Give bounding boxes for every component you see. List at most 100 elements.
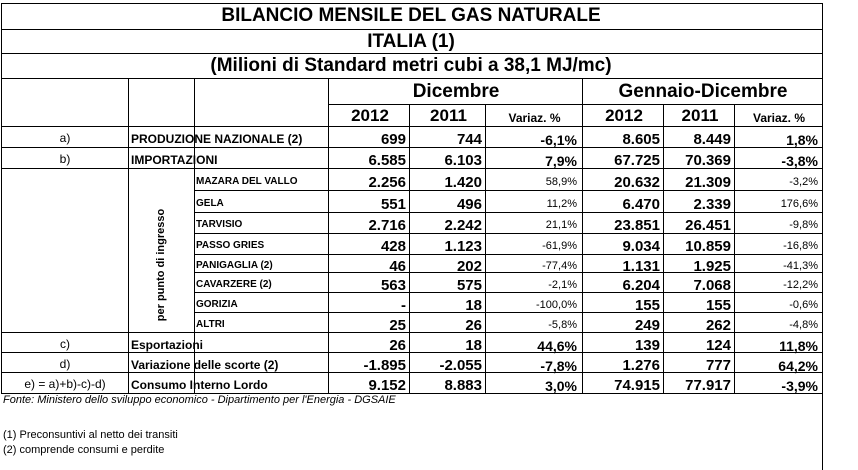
row-label: PASSO GRIES xyxy=(196,240,265,251)
cell-ytd-var: -0,6% xyxy=(789,299,818,311)
cell-ytd-var: -16,8% xyxy=(783,240,818,252)
grid-line xyxy=(582,78,583,393)
grid-line xyxy=(128,78,129,393)
cell-dec-2011: 1.420 xyxy=(444,174,482,191)
col-header-2011-month: 2011 xyxy=(430,106,467,125)
row-label: TARVISIO xyxy=(196,219,243,230)
cell-ytd-var: -3,8% xyxy=(781,153,818,169)
cell-dec-2011: 744 xyxy=(456,131,482,148)
cell-dec-var: 21,1% xyxy=(545,219,577,231)
cell-dec-2011: 202 xyxy=(456,258,482,275)
cell-ytd-var: -41,3% xyxy=(783,260,818,272)
cell-ytd-2012: 67.725 xyxy=(614,152,660,169)
cell-ytd-2011: 21.309 xyxy=(685,174,731,191)
table-border xyxy=(1,393,823,394)
cell-dec-2011: 18 xyxy=(465,297,482,314)
cell-ytd-2012: 1.131 xyxy=(622,258,660,275)
row-letter: c) xyxy=(60,337,70,351)
cell-dec-2011: 8.883 xyxy=(444,377,482,394)
grid-line xyxy=(195,212,822,213)
grid-line xyxy=(195,272,822,273)
cell-ytd-2011: 155 xyxy=(705,297,731,314)
row-label: IMPORTAZIONI xyxy=(131,153,218,167)
table-border xyxy=(1,3,2,394)
grid-line xyxy=(485,104,486,393)
row-label: CAVARZERE (2) xyxy=(196,279,272,290)
footnote-2: (2) comprende consumi e perdite xyxy=(3,444,165,456)
cell-dec-2012: 2.716 xyxy=(368,217,406,234)
cell-ytd-2012: 8.605 xyxy=(622,131,660,148)
row-letter: e) = a)+b)-c)-d) xyxy=(24,377,106,391)
cell-ytd-2012: 6.204 xyxy=(622,277,660,294)
cell-dec-2011: 496 xyxy=(456,196,482,213)
col-header-2012-month: 2012 xyxy=(351,106,389,125)
grid-line xyxy=(1,78,822,79)
grid-line xyxy=(1,168,822,169)
row-label: Consumo Interno Lordo xyxy=(131,378,268,392)
cell-ytd-2012: 249 xyxy=(634,317,660,334)
grid-line xyxy=(1,126,822,127)
row-label: GELA xyxy=(196,198,224,209)
cell-dec-var: 44,6% xyxy=(537,338,577,354)
cell-ytd-2011: 70.369 xyxy=(685,152,731,169)
row-label: ALTRI xyxy=(196,319,225,330)
cell-ytd-var: -3,2% xyxy=(789,176,818,188)
grid-line xyxy=(1,332,822,333)
row-label: Variazione delle scorte (2) xyxy=(131,358,279,372)
grid-line xyxy=(328,78,329,393)
cell-dec-2012: 26 xyxy=(389,337,406,354)
cell-dec-2012: - xyxy=(401,297,406,314)
cell-ytd-2012: 9.034 xyxy=(622,238,660,255)
cell-dec-2012: 9.152 xyxy=(368,377,406,394)
cell-ytd-2012: 74.915 xyxy=(614,377,660,394)
side-label: per punto di ingresso xyxy=(155,208,167,322)
cell-ytd-2011: 777 xyxy=(705,357,731,374)
grid-line xyxy=(409,104,410,393)
cell-dec-var: -7,8% xyxy=(540,358,577,374)
grid-line xyxy=(1,372,822,373)
month-header: Dicembre xyxy=(412,81,500,102)
cell-dec-2012: 563 xyxy=(380,277,406,294)
cell-ytd-2011: 1.925 xyxy=(693,258,731,275)
col-header-var-month: Variaz. % xyxy=(508,111,561,125)
cell-dec-2012: 46 xyxy=(389,258,406,275)
row-letter: a) xyxy=(59,131,71,145)
cell-ytd-var: 176,6% xyxy=(780,198,818,210)
cell-dec-2011: 1.123 xyxy=(444,238,482,255)
cell-ytd-2011: 2.339 xyxy=(693,196,731,213)
cell-dec-var: -77,4% xyxy=(542,260,577,272)
cell-dec-var: 58,9% xyxy=(545,176,577,188)
country-title: ITALIA (1) xyxy=(367,31,455,52)
grid-line xyxy=(195,312,822,313)
grid-line xyxy=(1,147,822,148)
cell-ytd-var: -12,2% xyxy=(783,279,818,291)
cell-dec-2011: -2.055 xyxy=(439,357,482,374)
page-title: BILANCIO MENSILE DEL GAS NATURALE xyxy=(221,5,601,26)
grid-line xyxy=(194,78,195,393)
cell-dec-2012: 551 xyxy=(380,196,406,213)
cell-dec-var: -100,0% xyxy=(536,299,577,311)
row-label: PANIGAGLIA (2) xyxy=(196,260,273,271)
cell-ytd-var: 64,2% xyxy=(778,358,818,374)
cell-dec-2012: 699 xyxy=(380,131,406,148)
grid-line xyxy=(195,233,822,234)
cell-dec-2011: 26 xyxy=(465,317,482,334)
cell-dec-var: -6,1% xyxy=(540,132,577,148)
cell-dec-2012: 6.585 xyxy=(368,152,406,169)
cell-dec-var: 3,0% xyxy=(545,378,577,394)
cell-dec-2012: 25 xyxy=(389,317,406,334)
cell-dec-2011: 6.103 xyxy=(444,152,482,169)
cell-ytd-2011: 8.449 xyxy=(693,131,731,148)
cell-ytd-2012: 20.632 xyxy=(614,174,660,191)
cell-dec-2012: 2.256 xyxy=(368,174,406,191)
cell-ytd-2011: 26.451 xyxy=(685,217,731,234)
grid-line xyxy=(328,104,822,105)
cell-ytd-2012: 139 xyxy=(634,337,660,354)
cell-ytd-2011: 77.917 xyxy=(685,377,731,394)
footnote-1: (1) Preconsuntivi al netto dei transiti xyxy=(3,429,178,441)
ytd-header: Gennaio-Dicembre xyxy=(618,81,788,102)
cell-ytd-var: 11,8% xyxy=(779,338,818,354)
grid-line xyxy=(1,29,822,30)
cell-dec-var: 7,9% xyxy=(545,153,577,169)
grid-line xyxy=(195,254,822,255)
